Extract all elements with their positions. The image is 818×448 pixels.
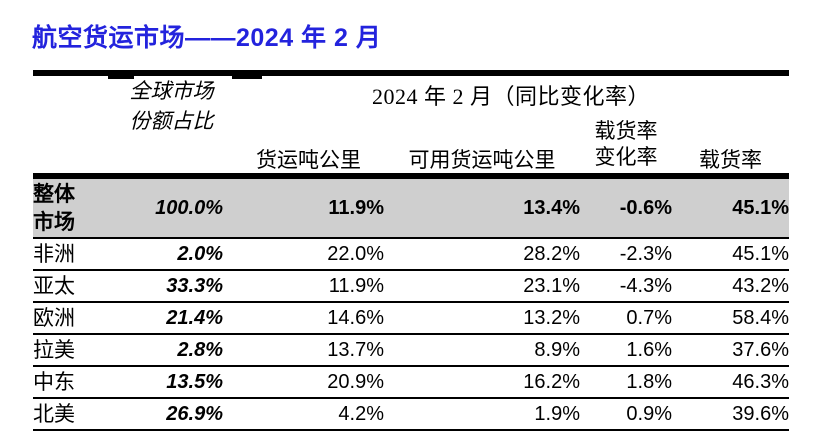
column-header-ctk: 货运吨公里	[256, 148, 361, 172]
ctk-cell: 22.0%	[327, 242, 384, 265]
share-cell: 100.0%	[155, 196, 223, 219]
lf-cell: 58.4%	[732, 306, 790, 329]
air-cargo-market-table: 全球市场 份额占比 2024 年 2 月（同比变化率） 货运吨公里 可用货运吨公…	[33, 70, 790, 431]
share-cell: 21.4%	[166, 306, 223, 329]
lf-cell: 45.1%	[732, 196, 790, 219]
share-cell: 26.9%	[166, 402, 223, 425]
table-row-asia-pacific: 亚太 33.3% 11.9% 23.1% -4.3% 43.2%	[33, 270, 790, 302]
border-tick-mark	[108, 75, 134, 79]
ctk-cell: 14.6%	[327, 306, 384, 329]
share-column-header: 全球市场 份额占比	[110, 73, 233, 176]
table-row-north-america: 北美 26.9% 4.2% 1.9% 0.9% 39.6%	[33, 398, 790, 430]
lf-change-cell: -4.3%	[619, 274, 672, 297]
share-cell: 2.0%	[177, 242, 223, 265]
region-cell: 非洲	[33, 242, 75, 266]
region-column-header-empty	[33, 73, 110, 176]
region-cell: 拉美	[33, 338, 75, 362]
actk-cell: 13.2%	[523, 306, 580, 329]
lf-change-cell: 0.7%	[626, 306, 672, 329]
table-row-middle-east: 中东 13.5% 20.9% 16.2% 1.8% 46.3%	[33, 366, 790, 398]
region-cell: 整体 市场	[33, 176, 110, 238]
region-cell: 中东	[33, 370, 75, 394]
lf-cell: 37.6%	[732, 338, 790, 361]
share-header-line2: 份额占比	[129, 109, 214, 133]
lf-change-cell: -2.3%	[619, 242, 672, 265]
actk-cell: 8.9%	[534, 338, 580, 361]
actk-cell: 13.4%	[523, 196, 580, 219]
table-row-africa: 非洲 2.0% 22.0% 28.2% -2.3% 45.1%	[33, 238, 790, 270]
page-title: 航空货运市场——2024 年 2 月	[32, 24, 382, 52]
table-row-latin-america: 拉美 2.8% 13.7% 8.9% 1.6% 37.6%	[33, 334, 790, 366]
lf-change-cell: 0.9%	[626, 402, 672, 425]
share-cell: 13.5%	[166, 370, 223, 393]
region-cell: 欧洲	[33, 306, 75, 330]
actk-cell: 1.9%	[534, 402, 580, 425]
ctk-cell: 11.9%	[328, 274, 384, 297]
share-header-line1: 全球市场	[129, 79, 214, 103]
actk-cell: 16.2%	[523, 370, 580, 393]
lf-cell: 39.6%	[732, 402, 790, 425]
table-row-europe: 欧洲 21.4% 14.6% 13.2% 0.7% 58.4%	[33, 302, 790, 334]
lf-cell: 46.3%	[732, 370, 790, 393]
lf-change-cell: 1.8%	[626, 370, 672, 393]
overall-label-line1: 整体	[33, 182, 75, 206]
lf-change-header-line1: 载货率	[594, 119, 658, 143]
actk-cell: 28.2%	[523, 242, 580, 265]
ctk-cell: 4.2%	[338, 402, 384, 425]
region-cell: 北美	[33, 402, 75, 426]
table-row-overall-market: 整体 市场 100.0% 11.9% 13.4% -0.6% 45.1%	[33, 176, 790, 238]
overall-label-line2: 市场	[33, 210, 75, 234]
lf-change-cell: -0.6%	[619, 196, 672, 219]
column-header-actk: 可用货运吨公里	[408, 148, 556, 172]
ctk-cell: 20.9%	[327, 370, 384, 393]
border-tick-mark	[232, 75, 262, 79]
actk-cell: 23.1%	[523, 274, 580, 297]
ctk-cell: 13.7%	[327, 338, 384, 361]
region-cell: 亚太	[33, 274, 75, 298]
share-cell: 2.8%	[177, 338, 223, 361]
column-header-load-factor: 载货率	[699, 148, 762, 172]
ctk-cell: 11.9%	[328, 196, 384, 219]
lf-cell: 45.1%	[732, 242, 790, 265]
lf-change-header-line2: 变化率	[594, 145, 658, 169]
lf-cell: 43.2%	[732, 274, 790, 297]
column-header-load-factor-change: 载货率 变化率	[580, 114, 672, 176]
lf-change-cell: 1.6%	[626, 338, 672, 361]
period-header: 2024 年 2 月（同比变化率）	[372, 84, 651, 109]
share-cell: 33.3%	[166, 274, 223, 297]
